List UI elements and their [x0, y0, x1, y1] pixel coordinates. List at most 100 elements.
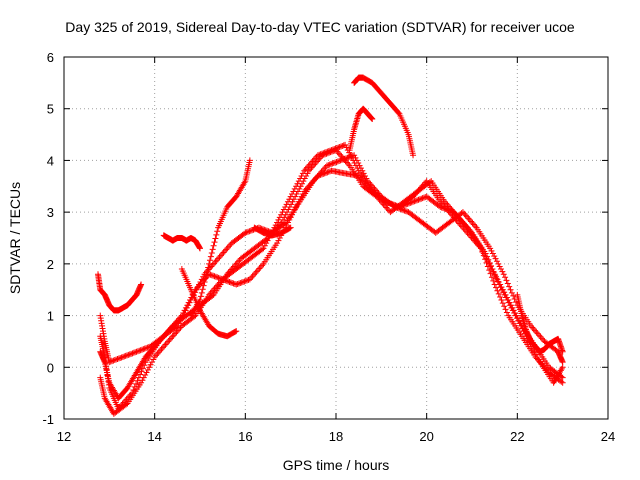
- data-point: [394, 205, 401, 212]
- data-point: [329, 160, 336, 167]
- data-point: [333, 145, 340, 152]
- data-point: [504, 280, 511, 287]
- data-point: [324, 148, 331, 155]
- data-point: [186, 299, 193, 306]
- data-point: [317, 151, 324, 158]
- data-point: [342, 155, 349, 162]
- data-point: [479, 247, 486, 254]
- data-point: [212, 235, 219, 242]
- data-point: [507, 302, 514, 309]
- data-point: [226, 243, 233, 250]
- data-point: [412, 197, 419, 204]
- data-point: [532, 351, 539, 358]
- data-point: [139, 377, 146, 384]
- data-point: [536, 332, 543, 339]
- data-point: [141, 345, 148, 352]
- data-point: [106, 359, 113, 366]
- data-point: [133, 348, 140, 355]
- data-point: [183, 304, 190, 311]
- data-point: [257, 263, 264, 270]
- data-point: [488, 247, 495, 254]
- data-point: [559, 359, 566, 366]
- y-axis-label: SDTVAR / TECUs: [7, 182, 23, 294]
- data-point: [336, 143, 343, 150]
- data-point: [197, 293, 204, 300]
- data-point: [118, 354, 125, 361]
- data-point: [210, 242, 217, 249]
- data-point: [181, 309, 188, 316]
- data-point: [122, 352, 129, 359]
- data-point: [242, 277, 249, 284]
- data-point: [468, 218, 475, 225]
- data-point: [170, 332, 177, 339]
- data-point: [356, 162, 363, 169]
- data-point: [512, 309, 519, 316]
- data-point: [534, 330, 541, 337]
- data-point: [470, 221, 477, 228]
- data-point: [289, 191, 296, 198]
- data-point: [157, 347, 164, 354]
- series-trace-a: [97, 167, 566, 402]
- x-tick-label: 12: [57, 429, 71, 444]
- data-point: [362, 172, 369, 179]
- data-point: [502, 291, 509, 298]
- data-point: [111, 357, 118, 364]
- data-point: [178, 315, 185, 322]
- data-point: [207, 253, 214, 260]
- data-point: [209, 246, 216, 253]
- data-point: [415, 196, 422, 203]
- data-point: [133, 380, 140, 387]
- data-point: [325, 162, 332, 169]
- data-point: [338, 156, 345, 163]
- data-point: [193, 286, 200, 293]
- data-point: [115, 355, 122, 362]
- data-point: [395, 109, 402, 116]
- data-point: [391, 203, 398, 210]
- data-point: [226, 278, 233, 285]
- data-point: [290, 188, 297, 195]
- data-point: [502, 306, 509, 313]
- data-point: [345, 154, 352, 161]
- data-point: [280, 206, 287, 213]
- data-point: [205, 264, 212, 271]
- data-point: [244, 277, 251, 284]
- data-point: [138, 281, 145, 288]
- data-point: [123, 401, 130, 408]
- data-point: [333, 158, 340, 165]
- data-point: [165, 338, 172, 345]
- data-point: [497, 281, 504, 288]
- x-tick-label: 20: [419, 429, 433, 444]
- data-point: [162, 341, 169, 348]
- data-point: [328, 161, 335, 168]
- data-point: [134, 348, 141, 355]
- data-point: [182, 307, 189, 314]
- data-point: [493, 258, 500, 265]
- data-point: [238, 279, 245, 286]
- data-point: [472, 223, 479, 230]
- y-tick-label: -1: [42, 412, 54, 427]
- data-point: [478, 245, 485, 252]
- data-point: [137, 347, 144, 354]
- data-point: [210, 272, 217, 279]
- data-point: [247, 227, 254, 234]
- data-point: [558, 373, 565, 380]
- data-point: [487, 263, 494, 270]
- data-point: [410, 198, 417, 205]
- data-point: [396, 205, 403, 212]
- data-point: [295, 178, 302, 185]
- data-point: [502, 274, 509, 281]
- data-point: [340, 156, 347, 163]
- data-point: [208, 272, 215, 279]
- data-point: [260, 245, 267, 252]
- data-point: [287, 224, 294, 231]
- data-point: [508, 289, 515, 296]
- data-point: [287, 193, 294, 200]
- data-point: [499, 300, 506, 307]
- data-point: [329, 146, 336, 153]
- data-point: [347, 153, 354, 160]
- data-point: [141, 362, 148, 369]
- data-point: [337, 151, 344, 158]
- data-point: [505, 297, 512, 304]
- data-point: [401, 207, 408, 214]
- data-point: [206, 257, 213, 264]
